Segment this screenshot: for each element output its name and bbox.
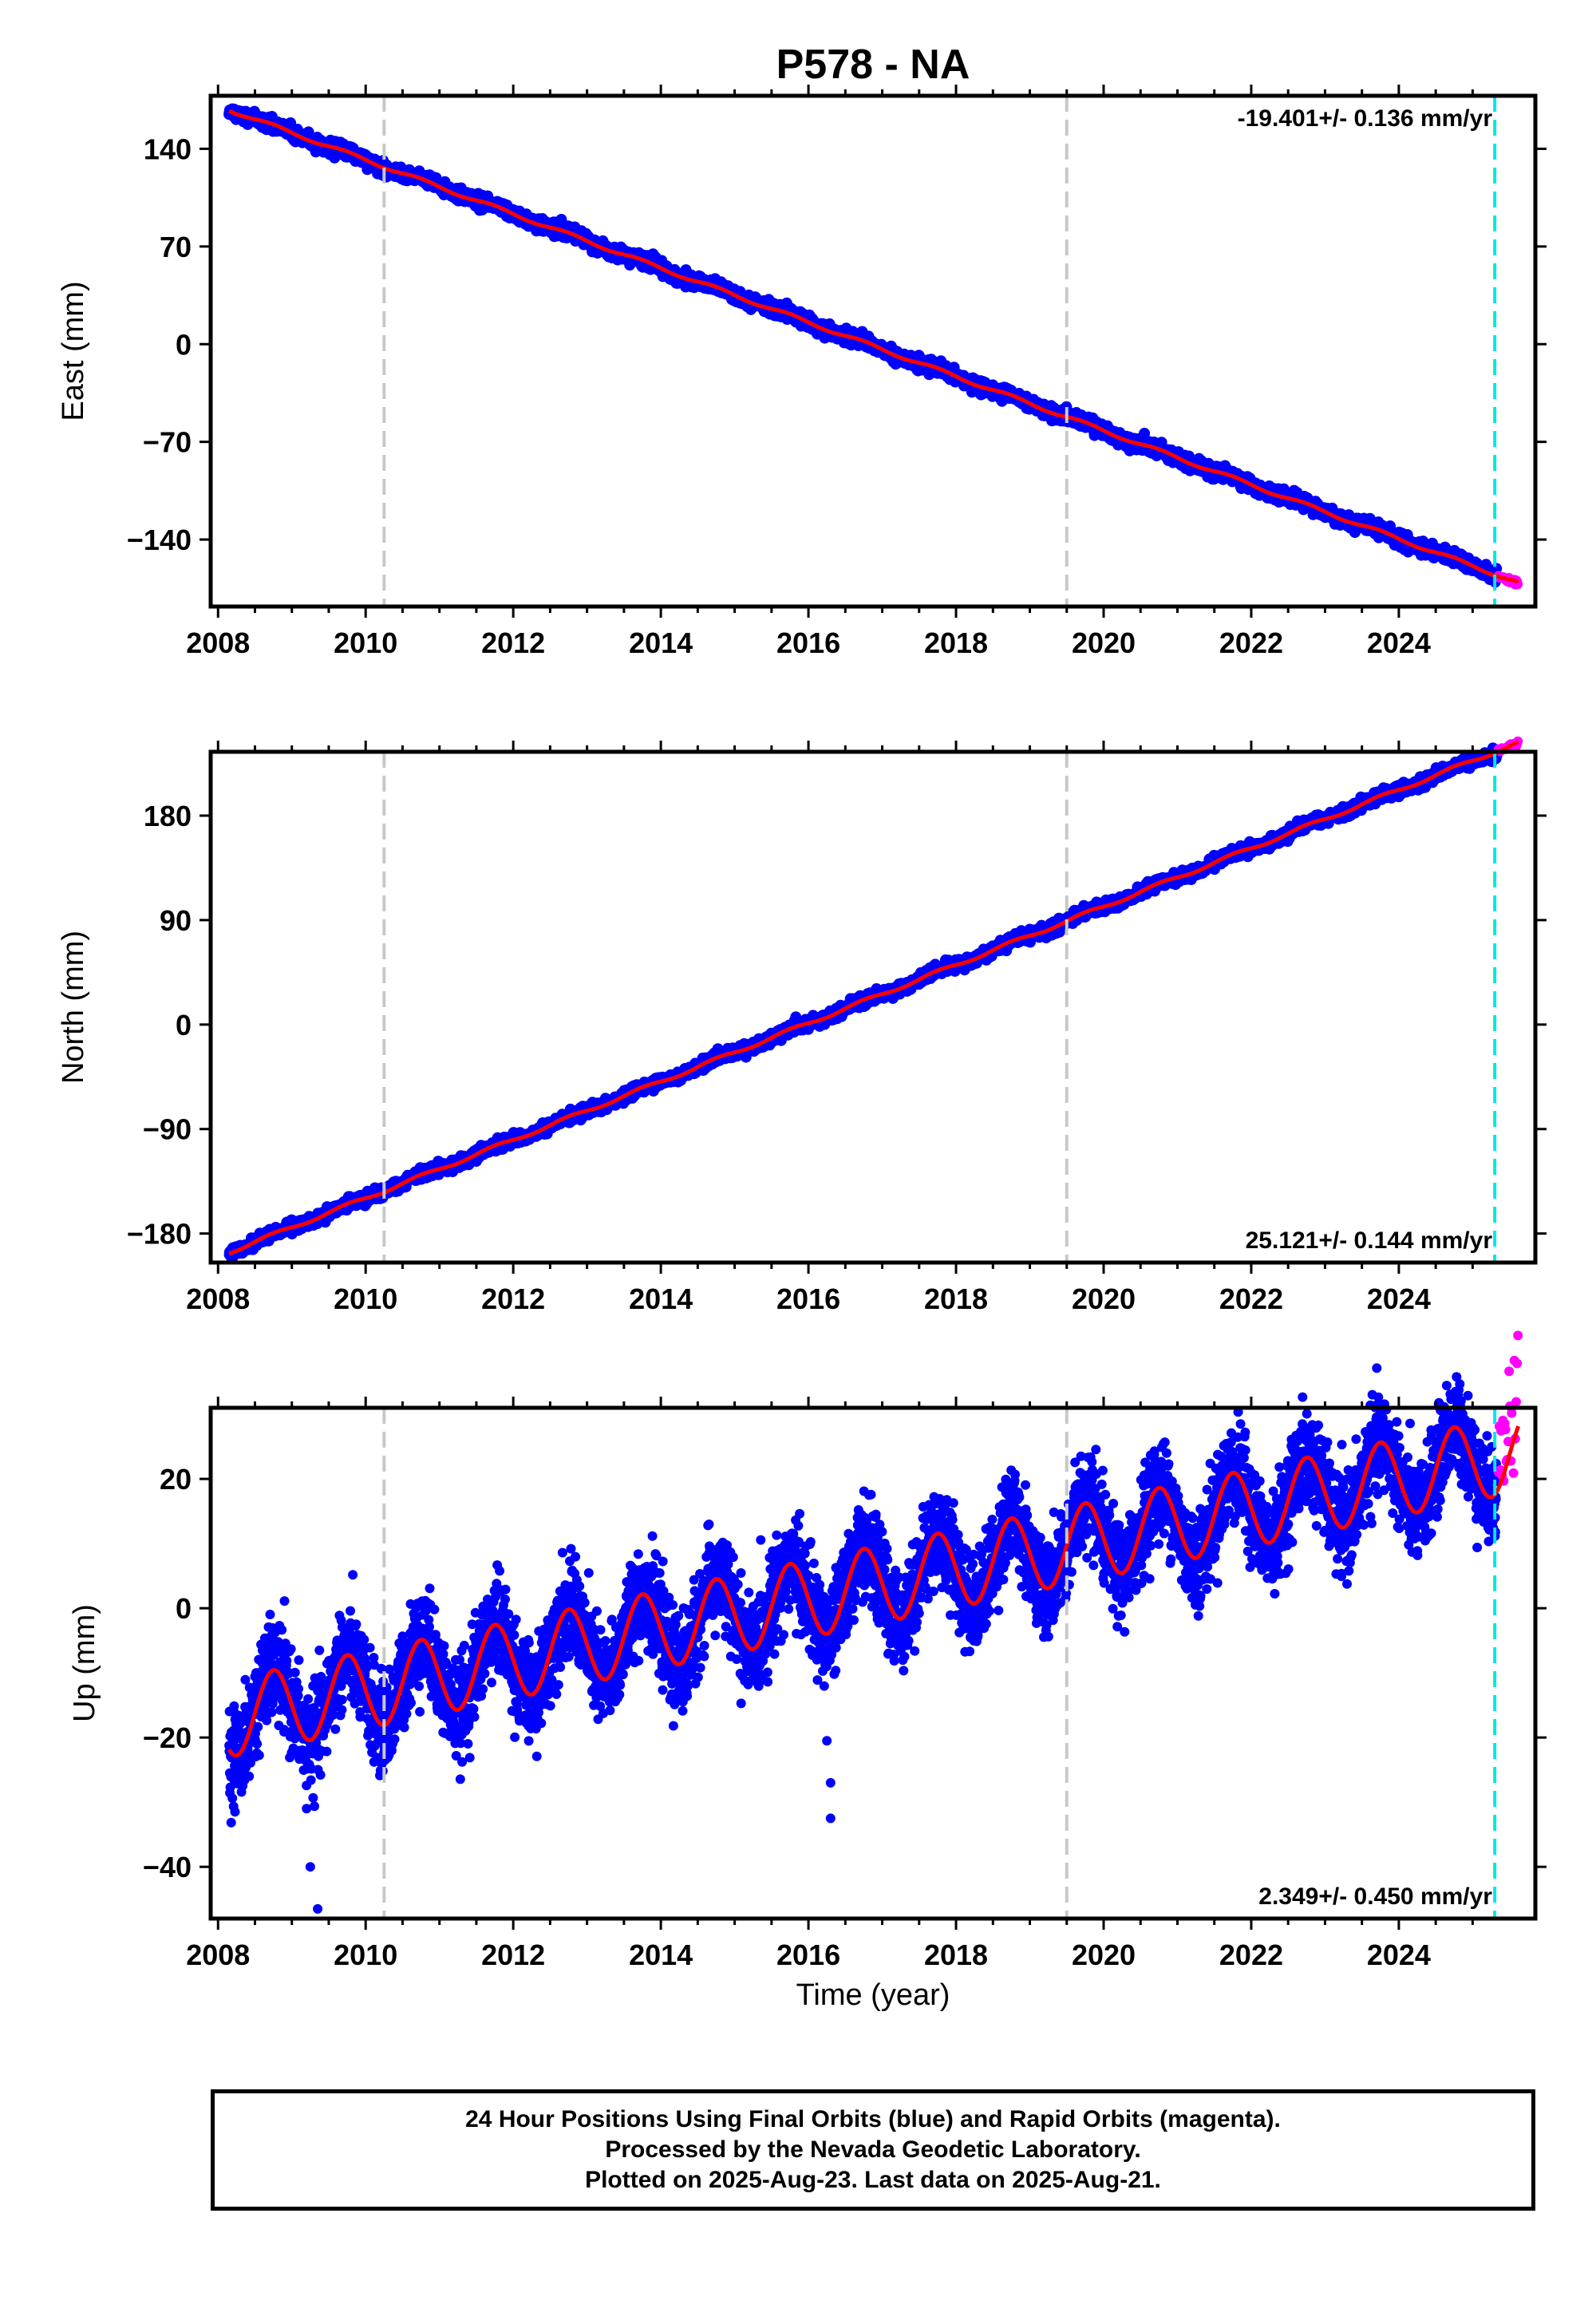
chart-title: P578 - NA xyxy=(776,41,970,88)
x-tick-label: 2022 xyxy=(1219,626,1283,659)
y-tick-label: 140 xyxy=(144,132,192,165)
east-panel: 2008 2010 2012 2014 2016 2018 2020 2022 2024 140 7… xyxy=(57,85,1547,659)
y-tick-label: −70 xyxy=(143,426,192,459)
east-ticks: 2008 2010 2012 2014 2016 2018 2020 2022 2024 140 7… xyxy=(127,85,1547,659)
east-axis-label: East (mm) xyxy=(57,281,90,421)
x-tick-label: 2008 xyxy=(186,626,250,659)
x-tick-label: 2012 xyxy=(481,626,545,659)
x-tick-label: 2016 xyxy=(776,626,840,659)
x-tick-label: 2024 xyxy=(1367,626,1431,659)
x-tick-label: 2014 xyxy=(629,626,693,659)
x-tick-label: 2018 xyxy=(924,626,988,659)
y-tick-label: 0 xyxy=(176,328,192,361)
y-tick-label: 70 xyxy=(160,231,192,263)
north-points xyxy=(223,736,1523,1265)
east-rate-label: -19.401+/- 0.136 mm/yr xyxy=(1238,105,1493,132)
x-tick-label: 2010 xyxy=(334,626,397,659)
east-event-lines xyxy=(382,96,1497,607)
x-tick-label: 2020 xyxy=(1072,626,1136,659)
y-tick-label: −140 xyxy=(127,524,192,556)
north-panel: 2008 2010 2012 2014 2016 2018 2020 2022 20241809… xyxy=(57,736,1547,1315)
